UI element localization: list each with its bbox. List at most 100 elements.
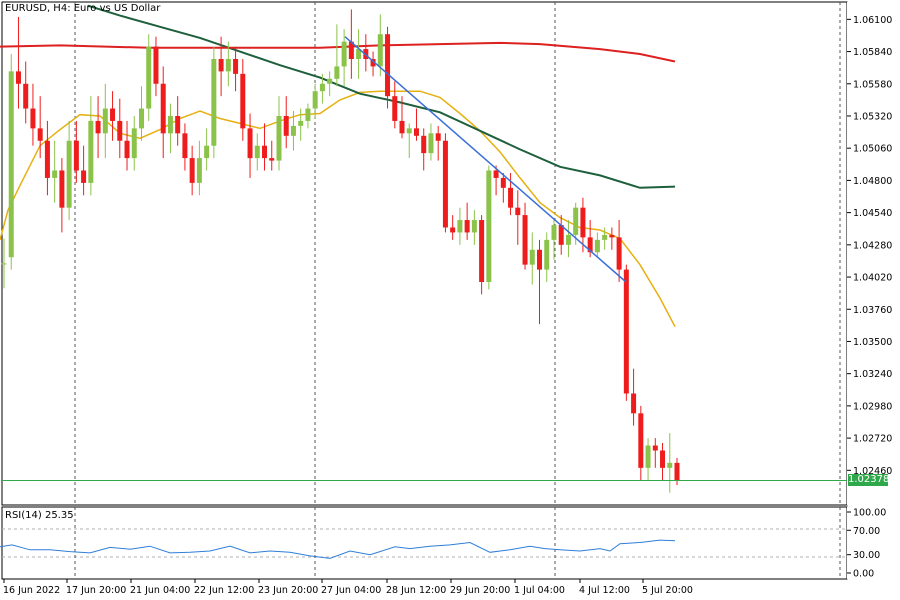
candle <box>616 220 622 282</box>
price-tick-label: 1.06100 <box>853 15 892 26</box>
rsi-line <box>0 539 676 559</box>
candle-body <box>464 220 470 233</box>
candle <box>95 96 101 159</box>
candle <box>370 51 376 77</box>
rsi-plot-border <box>1 506 848 580</box>
trendline <box>344 36 627 283</box>
candle-body <box>377 34 383 67</box>
candle-body <box>8 71 14 258</box>
price-tick-label: 1.05840 <box>853 47 892 58</box>
candle-body <box>211 58 217 146</box>
candle-body <box>102 108 108 134</box>
current-price-badge: 1.02378 <box>848 474 890 487</box>
candle <box>204 128 210 171</box>
candle-body <box>160 83 166 134</box>
candle-body <box>95 120 101 134</box>
candle <box>385 26 391 109</box>
candle <box>392 81 398 129</box>
candle-body <box>623 269 629 394</box>
candle-body <box>479 220 485 282</box>
candle-body <box>189 158 195 183</box>
candle <box>348 9 354 79</box>
candle <box>537 239 543 325</box>
candle-body <box>631 393 637 414</box>
candle-body <box>348 41 354 59</box>
main-plot-border <box>1 1 848 506</box>
candle <box>247 113 253 178</box>
candle-body <box>522 215 528 265</box>
ma-slow-line <box>0 41 676 63</box>
candle-body <box>529 249 535 265</box>
candle <box>196 140 202 196</box>
candle <box>44 120 50 196</box>
time-tick-label: 4 Jul 12:00 <box>579 585 630 596</box>
rsi-grid <box>74 507 841 579</box>
candle-body <box>240 73 246 129</box>
rsi-header: RSI(14) 25.35 <box>5 510 74 521</box>
candle-body <box>486 170 492 282</box>
price-tick-label: 1.03760 <box>853 305 892 316</box>
candle <box>558 215 564 255</box>
candle-body <box>225 58 231 72</box>
candle <box>413 108 419 141</box>
candle <box>153 36 159 97</box>
price-tick-label: 1.04020 <box>853 273 892 284</box>
candle-body <box>450 227 456 233</box>
rsi-tick-label: 70.00 <box>853 526 880 537</box>
candle <box>486 165 492 290</box>
ma-fast-line <box>0 90 676 327</box>
candle-body <box>290 125 296 136</box>
time-tick-label: 16 Jun 2022 <box>3 585 60 596</box>
candle <box>124 120 130 171</box>
main-plot-area <box>1 1 848 506</box>
candle-body <box>660 450 666 468</box>
candle-body <box>493 170 499 178</box>
candle-body <box>580 207 586 238</box>
candle-body <box>558 225 564 245</box>
candle-body <box>247 128 253 159</box>
candlesticks <box>1 9 680 493</box>
candle <box>638 405 644 481</box>
candle-body <box>341 41 347 67</box>
candle <box>131 115 137 171</box>
candle <box>189 145 195 196</box>
candle <box>73 120 79 183</box>
candle <box>594 232 600 258</box>
candle-body <box>59 170 65 208</box>
price-tick-label: 1.02980 <box>853 401 892 412</box>
price-tick-label: 1.05580 <box>853 79 892 90</box>
candle-body <box>616 237 622 270</box>
candle-body <box>537 249 543 270</box>
candle-body <box>406 128 412 134</box>
candle <box>421 128 427 171</box>
candle <box>522 202 528 270</box>
candle-body <box>312 91 318 109</box>
candle <box>471 210 477 245</box>
candle <box>312 83 318 119</box>
candle <box>211 46 217 159</box>
candle <box>66 120 72 221</box>
candle <box>225 41 231 87</box>
candle <box>508 172 514 216</box>
candle <box>334 24 340 87</box>
candle <box>631 368 637 426</box>
candle <box>406 123 412 159</box>
candle-body <box>413 128 419 136</box>
candle-body <box>131 128 137 159</box>
time-axis: 16 Jun 2022 17 Jun 20:00 21 Jun 04:00 22 Ju… <box>3 579 693 596</box>
time-tick-label: 21 Jun 04:00 <box>130 585 190 596</box>
candle-body <box>457 220 463 233</box>
candle-body <box>551 225 557 240</box>
candle <box>327 71 333 97</box>
candle-body <box>124 140 130 159</box>
time-tick-label: 29 Jun 20:00 <box>450 585 510 596</box>
candle-body <box>471 220 477 233</box>
candle-body <box>110 108 116 121</box>
time-tick-label: 22 Jun 12:00 <box>194 585 254 596</box>
candle-body <box>204 145 210 159</box>
candle-body <box>167 115 173 134</box>
candle <box>117 98 123 159</box>
candle <box>341 29 347 87</box>
candle <box>399 96 405 139</box>
candle <box>138 86 144 141</box>
